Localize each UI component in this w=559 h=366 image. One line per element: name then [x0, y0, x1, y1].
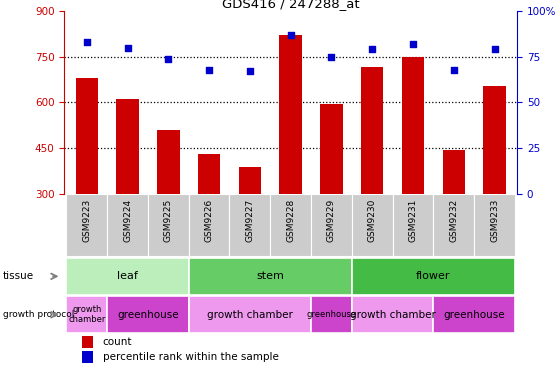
Bar — [189, 296, 311, 333]
Bar — [116, 100, 139, 194]
Bar — [433, 296, 515, 333]
Bar — [474, 194, 515, 256]
Bar — [352, 194, 392, 256]
Text: GSM9224: GSM9224 — [123, 199, 132, 242]
Text: growth chamber: growth chamber — [207, 310, 293, 320]
Bar — [148, 194, 189, 256]
Point — [164, 56, 173, 61]
Bar — [271, 194, 311, 256]
Bar — [402, 57, 424, 194]
Text: percentile rank within the sample: percentile rank within the sample — [102, 352, 278, 362]
Point — [327, 54, 336, 60]
Text: greenhouse: greenhouse — [306, 310, 357, 319]
Bar — [67, 194, 107, 256]
Text: growth
chamber: growth chamber — [68, 305, 106, 325]
Text: GSM9233: GSM9233 — [490, 199, 499, 242]
Bar — [107, 296, 189, 333]
Bar — [107, 194, 148, 256]
Bar — [230, 194, 271, 256]
Bar — [75, 78, 98, 194]
Bar — [311, 194, 352, 256]
Bar — [433, 194, 474, 256]
Bar — [352, 296, 433, 333]
Text: GSM9232: GSM9232 — [449, 199, 458, 242]
Bar — [157, 130, 179, 194]
Text: stem: stem — [257, 271, 284, 281]
Text: greenhouse: greenhouse — [443, 310, 505, 320]
Point — [286, 32, 295, 38]
Point — [409, 41, 418, 47]
Text: tissue: tissue — [3, 271, 34, 281]
Bar — [239, 167, 261, 194]
Text: GSM9227: GSM9227 — [245, 199, 254, 242]
Text: GSM9228: GSM9228 — [286, 199, 295, 242]
Bar — [484, 86, 506, 194]
Bar — [198, 154, 220, 194]
Bar — [189, 194, 230, 256]
Bar — [311, 296, 352, 333]
Text: flower: flower — [416, 271, 451, 281]
Text: GSM9223: GSM9223 — [82, 199, 91, 242]
Text: GSM9225: GSM9225 — [164, 199, 173, 242]
Bar — [352, 258, 515, 295]
Bar — [443, 150, 465, 194]
Bar — [82, 336, 93, 348]
Bar — [67, 258, 189, 295]
Text: count: count — [102, 337, 132, 347]
Title: GDS416 / 247288_at: GDS416 / 247288_at — [222, 0, 359, 10]
Text: greenhouse: greenhouse — [117, 310, 179, 320]
Bar — [82, 351, 93, 363]
Text: growth protocol: growth protocol — [3, 310, 74, 319]
Text: GSM9231: GSM9231 — [409, 199, 418, 242]
Text: GSM9229: GSM9229 — [327, 199, 336, 242]
Text: GSM9226: GSM9226 — [205, 199, 214, 242]
Bar — [320, 104, 343, 194]
Bar — [361, 67, 383, 194]
Point — [490, 46, 499, 52]
Bar — [392, 194, 433, 256]
Text: growth chamber: growth chamber — [350, 310, 435, 320]
Point — [449, 67, 458, 72]
Bar — [280, 36, 302, 194]
Text: GSM9230: GSM9230 — [368, 199, 377, 242]
Point — [82, 39, 91, 45]
Point — [205, 67, 214, 72]
Point — [245, 68, 254, 74]
Bar — [67, 296, 107, 333]
Text: leaf: leaf — [117, 271, 138, 281]
Point — [123, 45, 132, 51]
Point — [368, 46, 377, 52]
Bar — [189, 258, 352, 295]
